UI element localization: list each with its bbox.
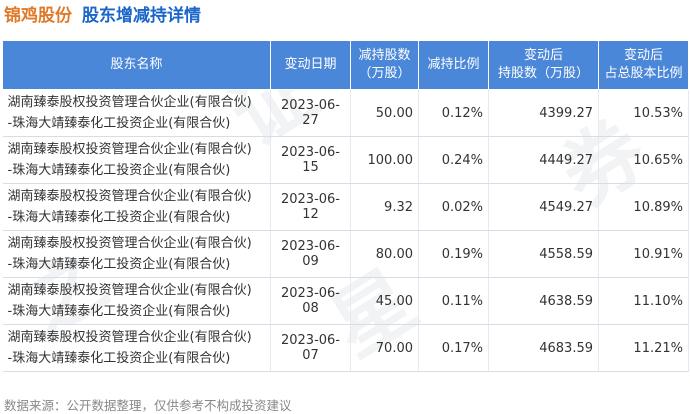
reduced-ratio: 0.17% xyxy=(418,324,489,372)
header-label: 占总股本比例 xyxy=(604,66,683,81)
column-header-date: 变动日期 xyxy=(270,40,351,90)
table-row: 湖南臻泰股权投资管理合伙企业(有限合伙) -珠海大靖臻泰化工投资企业(有限合伙) … xyxy=(2,230,689,278)
after-shares: 4638.59 xyxy=(488,277,599,325)
change-date: 2023-06-09 xyxy=(270,230,351,278)
after-ratio: 10.53% xyxy=(598,89,689,137)
shareholder-name-line: -珠海大靖臻泰化工投资企业(有限合伙) xyxy=(7,304,231,319)
header-label: 持股数（万股） xyxy=(497,66,589,81)
shareholder-name-line: 湖南臻泰股权投资管理合伙企业(有限合伙) xyxy=(7,189,252,204)
reduced-shares: 70.00 xyxy=(350,324,419,372)
shareholder-name-line: -珠海大靖臻泰化工投资企业(有限合伙) xyxy=(7,116,231,131)
column-header-after-ratio: 变动后 占总股本比例 xyxy=(598,40,689,90)
after-ratio: 10.89% xyxy=(598,183,689,231)
holdings-table: 股东名称 变动日期 减持股数 （万股） 减持比例 变动后持股数（万股） 变动后占总… xyxy=(2,40,689,372)
shareholder-name: 湖南臻泰股权投资管理合伙企业(有限合伙) -珠海大靖臻泰化工投资企业(有限合伙) xyxy=(2,183,271,231)
shareholder-name-line: -珠海大靖臻泰化工投资企业(有限合伙) xyxy=(7,257,231,272)
reduced-shares: 9.32 xyxy=(350,183,419,231)
table-row: 湖南臻泰股权投资管理合伙企业(有限合伙) -珠海大靖臻泰化工投资企业(有限合伙) … xyxy=(2,136,689,184)
change-date: 2023-06-08 xyxy=(270,277,351,325)
shareholder-name-line: 湖南臻泰股权投资管理合伙企业(有限合伙) xyxy=(7,142,252,157)
shareholder-name-line: -珠海大靖臻泰化工投资企业(有限合伙) xyxy=(7,351,231,366)
shareholder-name: 湖南臻泰股权投资管理合伙企业(有限合伙) -珠海大靖臻泰化工投资企业(有限合伙) xyxy=(2,89,271,137)
shareholder-name: 湖南臻泰股权投资管理合伙企业(有限合伙) -珠海大靖臻泰化工投资企业(有限合伙) xyxy=(2,136,271,184)
after-shares: 4558.59 xyxy=(488,230,599,278)
change-date: 2023-06-12 xyxy=(270,183,351,231)
after-shares: 4683.59 xyxy=(488,324,599,372)
header-label: （万股） xyxy=(358,66,411,81)
table-header-row: 股东名称 变动日期 减持股数 （万股） 减持比例 变动后持股数（万股） 变动后占总… xyxy=(2,40,689,90)
page-title: 锦鸡股份 股东增减持详情 xyxy=(4,4,201,28)
reduced-shares: 100.00 xyxy=(350,136,419,184)
reduced-shares: 45.00 xyxy=(350,277,419,325)
header-label: 减持比例 xyxy=(427,57,480,72)
after-ratio: 11.21% xyxy=(598,324,689,372)
column-header-shares: 减持股数 （万股） xyxy=(350,40,419,90)
reduced-shares: 80.00 xyxy=(350,230,419,278)
after-ratio: 10.91% xyxy=(598,230,689,278)
shareholder-name: 湖南臻泰股权投资管理合伙企业(有限合伙) -珠海大靖臻泰化工投资企业(有限合伙) xyxy=(2,230,271,278)
column-header-ratio: 减持比例 xyxy=(418,40,489,90)
shareholder-name-line: 湖南臻泰股权投资管理合伙企业(有限合伙) xyxy=(7,236,252,251)
column-header-shareholder: 股东名称 xyxy=(2,40,271,90)
table-row: 湖南臻泰股权投资管理合伙企业(有限合伙) -珠海大靖臻泰化工投资企业(有限合伙) … xyxy=(2,277,689,325)
header-label: 减持股数 xyxy=(358,48,411,63)
reduced-ratio: 0.12% xyxy=(418,89,489,137)
shareholder-name-line: -珠海大靖臻泰化工投资企业(有限合伙) xyxy=(7,163,231,178)
header-label: 股东名称 xyxy=(110,57,163,72)
change-date: 2023-06-15 xyxy=(270,136,351,184)
after-ratio: 11.10% xyxy=(598,277,689,325)
shareholder-name-line: 湖南臻泰股权投资管理合伙企业(有限合伙) xyxy=(7,283,252,298)
shareholder-name-line: 湖南臻泰股权投资管理合伙企业(有限合伙) xyxy=(7,95,252,110)
reduced-ratio: 0.11% xyxy=(418,277,489,325)
reduced-ratio: 0.24% xyxy=(418,136,489,184)
column-header-after-shares: 变动后持股数（万股） xyxy=(488,40,599,90)
after-shares: 4449.27 xyxy=(488,136,599,184)
shareholder-name: 湖南臻泰股权投资管理合伙企业(有限合伙) -珠海大靖臻泰化工投资企业(有限合伙) xyxy=(2,324,271,372)
change-date: 2023-06-27 xyxy=(270,89,351,137)
header-label: 变动后 xyxy=(623,48,663,63)
after-shares: 4549.27 xyxy=(488,183,599,231)
header-label: 变动后 xyxy=(523,48,563,63)
company-name: 锦鸡股份 xyxy=(4,6,72,26)
reduced-shares: 50.00 xyxy=(350,89,419,137)
table-row: 湖南臻泰股权投资管理合伙企业(有限合伙) -珠海大靖臻泰化工投资企业(有限合伙) … xyxy=(2,89,689,137)
shareholder-name-line: 湖南臻泰股权投资管理合伙企业(有限合伙) xyxy=(7,330,252,345)
reduced-ratio: 0.19% xyxy=(418,230,489,278)
table-row: 湖南臻泰股权投资管理合伙企业(有限合伙) -珠海大靖臻泰化工投资企业(有限合伙) … xyxy=(2,183,689,231)
data-source-note: 数据来源：公开数据整理，仅供参考不构成投资建议 xyxy=(4,398,292,413)
header-label: 变动日期 xyxy=(284,57,337,72)
shareholder-name: 湖南臻泰股权投资管理合伙企业(有限合伙) -珠海大靖臻泰化工投资企业(有限合伙) xyxy=(2,277,271,325)
page-subtitle: 股东增减持详情 xyxy=(82,6,201,26)
change-date: 2023-06-07 xyxy=(270,324,351,372)
table-row: 湖南臻泰股权投资管理合伙企业(有限合伙) -珠海大靖臻泰化工投资企业(有限合伙) … xyxy=(2,324,689,372)
after-shares: 4399.27 xyxy=(488,89,599,137)
reduced-ratio: 0.02% xyxy=(418,183,489,231)
after-ratio: 10.65% xyxy=(598,136,689,184)
shareholder-name-line: -珠海大靖臻泰化工投资企业(有限合伙) xyxy=(7,210,231,225)
